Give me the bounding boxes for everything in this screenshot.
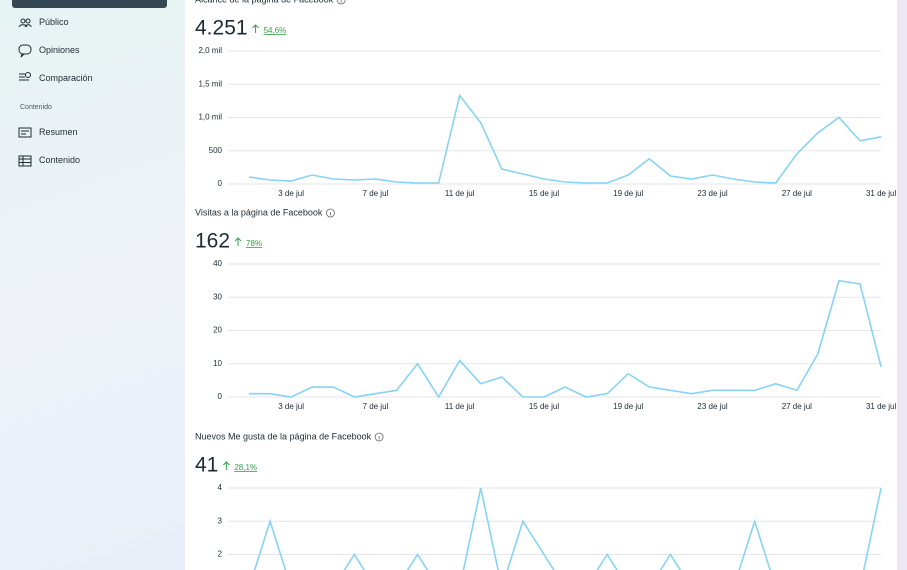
chart-title: Alcance de la página de Facebook — [195, 0, 334, 4]
x-tick-label: 27 de jul — [782, 402, 812, 411]
y-tick-label: 1,0 mil — [198, 113, 222, 122]
x-tick-label: 15 de jul — [529, 402, 559, 411]
x-tick-label: 31 de jul — [866, 189, 896, 198]
total: 41 — [195, 454, 218, 477]
y-tick-label: 3 — [218, 516, 223, 525]
x-tick-label: 19 de jul — [613, 189, 643, 198]
total: 4.251 — [195, 17, 248, 40]
x-tick-label: 11 de jul — [445, 402, 475, 411]
x-tick-label: 19 de jul — [613, 402, 643, 411]
nav-item[interactable]: Público — [39, 17, 69, 27]
change: 78% — [246, 239, 262, 248]
panel: Alcance de la página de Facebook 4.251 54,… — [185, 0, 897, 570]
line — [249, 279, 882, 399]
y-tick-label: 0 — [218, 179, 223, 188]
chart-title: Nuevos Me gusta de la página de Facebook — [195, 431, 372, 441]
edge — [897, 0, 907, 570]
y-tick-label: 40 — [213, 259, 222, 268]
sidebar: Público Opiniones Comparación Contenido … — [0, 0, 185, 570]
x-tick-label: 23 de jul — [697, 402, 727, 411]
selected-item[interactable] — [12, 0, 167, 8]
y-tick-label: 2,0 mil — [198, 46, 222, 55]
nav-item[interactable]: Resumen — [39, 127, 78, 137]
nav-item[interactable]: Contenido — [39, 155, 81, 165]
up-arrow — [234, 237, 242, 246]
y-tick-label: 30 — [213, 292, 222, 301]
y-tick-label: 2 — [218, 550, 223, 559]
x-tick-label: 7 de jul — [363, 402, 389, 411]
y-tick-label: 0 — [218, 392, 223, 401]
sidebar-icons — [18, 18, 32, 167]
info-icon — [336, 0, 346, 5]
line — [253, 487, 882, 570]
info-icon — [374, 432, 384, 442]
x-tick-label: 27 de jul — [782, 189, 812, 198]
section-label: Contenido — [20, 104, 52, 111]
y-tick-label: 500 — [209, 146, 223, 155]
x-tick-label: 11 de jul — [445, 189, 475, 198]
x-tick-label: 3 de jul — [278, 402, 304, 411]
charts: Alcance de la página de Facebook 4.251 54,… — [195, 0, 896, 570]
line — [248, 93, 882, 184]
x-tick-label: 15 de jul — [529, 189, 559, 198]
total: 162 — [195, 230, 230, 253]
change: 28,1% — [234, 463, 257, 472]
x-tick-label: 31 de jul — [866, 402, 896, 411]
y-tick-label: 20 — [213, 326, 222, 335]
y-tick-label: 10 — [213, 359, 222, 368]
x-tick-label: 23 de jul — [697, 189, 727, 198]
y-tick-label: 4 — [218, 483, 223, 492]
change: 54,6% — [264, 26, 287, 35]
x-tick-label: 3 de jul — [278, 189, 304, 198]
info-icon — [326, 208, 335, 218]
up-arrow — [223, 461, 230, 470]
nav-item[interactable]: Comparación — [39, 73, 93, 83]
y-tick-label: 1,5 mil — [198, 79, 222, 88]
x-tick-label: 7 de jul — [363, 189, 389, 198]
chart-title: Visitas a la página de Facebook — [195, 207, 323, 217]
nav-item[interactable]: Opiniones — [39, 45, 80, 55]
up-arrow — [252, 24, 259, 33]
